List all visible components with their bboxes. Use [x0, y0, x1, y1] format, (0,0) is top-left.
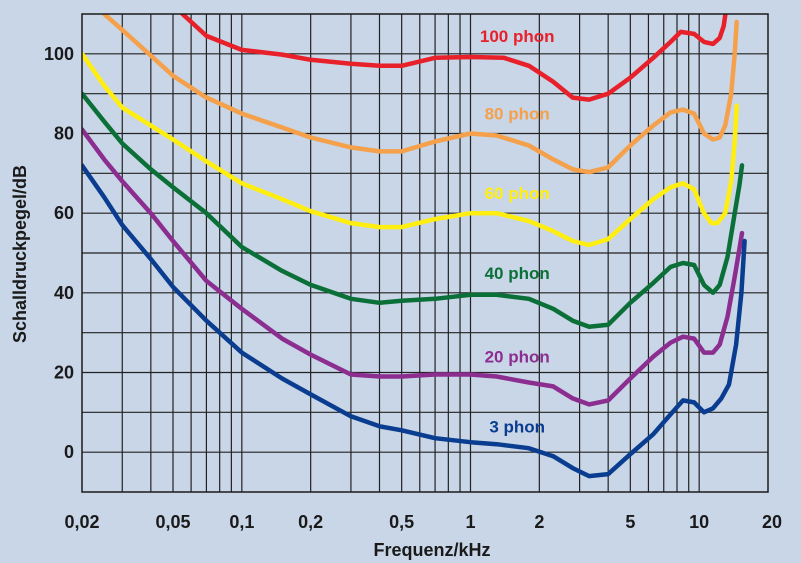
y-tick-label: 40 [54, 283, 74, 303]
series-label: 20 phon [485, 348, 550, 367]
y-tick-label: 20 [54, 363, 74, 383]
series-label: 80 phon [485, 105, 550, 124]
y-axis-label: Schalldruckpegel/dB [10, 165, 30, 343]
grid [82, 14, 768, 492]
x-tick-label: 20 [762, 512, 782, 532]
y-tick-label: 100 [44, 44, 74, 64]
series-line-20-phon [82, 127, 745, 407]
plot-frame [81, 13, 769, 493]
series-line-40-phon [82, 91, 745, 329]
x-tick-label: 1 [465, 512, 475, 532]
y-tick-label: 0 [64, 442, 74, 462]
x-tick-label: 10 [689, 512, 709, 532]
y-tick-label: 60 [54, 203, 74, 223]
series-group [82, 14, 747, 479]
x-tick-labels: 0,02 0,05 0,1 0,2 0,5 1 2 5 10 20 [64, 512, 782, 532]
x-tick-label: 0,2 [298, 512, 323, 532]
x-tick-label: 5 [625, 512, 635, 532]
series-label: 100 phon [480, 27, 555, 46]
series-label: 3 phon [489, 417, 545, 436]
series-line-60-phon [82, 51, 739, 248]
series-line-3-phon [82, 163, 747, 479]
series-label: 40 phon [485, 264, 550, 283]
y-tick-label: 80 [54, 124, 74, 144]
x-axis-label: Frequenz/kHz [373, 540, 490, 560]
x-tick-label: 2 [534, 512, 544, 532]
series-labels: 100 phon 80 phon 60 phon 40 phon 20 phon 3 ph… [480, 27, 555, 436]
series-label: 60 phon [485, 184, 550, 203]
series-line-100-phon [180, 14, 728, 102]
x-tick-label: 0,02 [64, 512, 99, 532]
x-tick-label: 0,05 [155, 512, 190, 532]
series-line-80-phon [101, 14, 739, 175]
x-tick-label: 0,5 [389, 512, 414, 532]
x-tick-label: 0,1 [229, 512, 254, 532]
y-tick-labels: 0 20 40 60 80 100 [44, 44, 74, 462]
